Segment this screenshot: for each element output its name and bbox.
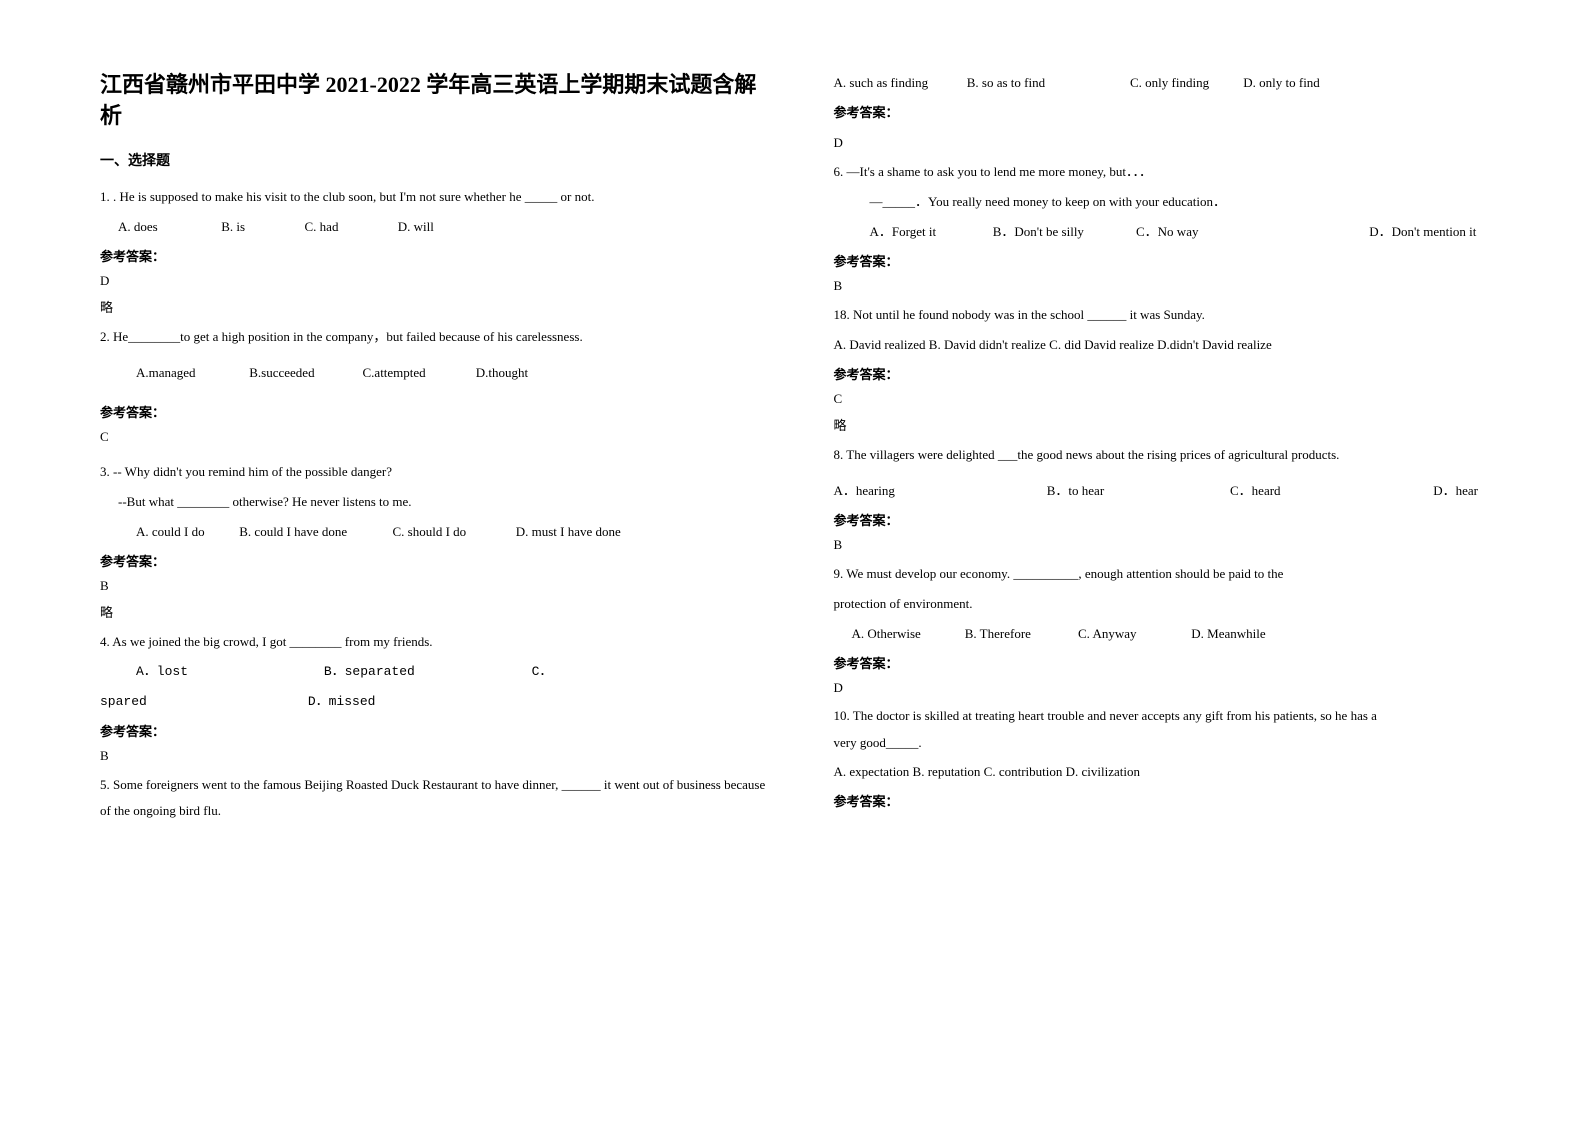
q5-answer-label: 参考答案： bbox=[834, 102, 1508, 121]
q9-opt-c: C. Anyway bbox=[1078, 621, 1188, 647]
q8-answer-label: 参考答案： bbox=[834, 510, 1508, 529]
q4-answer-label: 参考答案： bbox=[100, 721, 774, 740]
document-title: 江西省赣州市平田中学 2021-2022 学年高三英语上学期期末试题含解析 bbox=[100, 70, 774, 132]
q1-omit: 略 bbox=[100, 297, 774, 316]
q10-line1: 10. The doctor is skilled at treating he… bbox=[834, 704, 1508, 727]
q2-opt-b: B.succeeded bbox=[249, 360, 359, 386]
q4-text: 4. As we joined the big crowd, I got ___… bbox=[100, 629, 774, 655]
q10-options: A. expectation B. reputation C. contribu… bbox=[834, 759, 1508, 785]
q8-answer: B bbox=[834, 537, 1508, 553]
q3-opt-d: D. must I have done bbox=[516, 519, 621, 545]
q1-opt-d: D. will bbox=[398, 214, 434, 240]
q6-options: A．Forget it B．Don't be silly C．No way D．… bbox=[834, 219, 1508, 245]
q1-text: 1. . He is supposed to make his visit to… bbox=[100, 184, 774, 210]
q8-opt-a: A．hearing bbox=[834, 478, 1044, 504]
q1-answer: D bbox=[100, 273, 774, 289]
q1-opt-b: B. is bbox=[221, 214, 301, 240]
q3-opt-a: A. could I do bbox=[136, 519, 236, 545]
q6-opt-d: D．Don't mention it bbox=[1369, 219, 1476, 245]
q2-opt-c: C.attempted bbox=[363, 360, 473, 386]
q3-opt-c: C. should I do bbox=[393, 519, 513, 545]
q4-options-line1: A．lost B．separated C． bbox=[100, 659, 774, 685]
q2-opt-d: D.thought bbox=[476, 360, 528, 386]
right-column: A. such as finding B. so as to find C. o… bbox=[804, 70, 1508, 1082]
q18-answer: C bbox=[834, 391, 1508, 407]
q6-opt-a: A．Forget it bbox=[870, 219, 990, 245]
q1-opt-c: C. had bbox=[305, 214, 395, 240]
q3-line1: 3. -- Why didn't you remind him of the p… bbox=[100, 459, 774, 485]
q18-omit: 略 bbox=[834, 415, 1508, 434]
q4-opt-b: B．separated bbox=[324, 659, 524, 685]
q4-answer: B bbox=[100, 748, 774, 764]
q2-answer-label: 参考答案： bbox=[100, 402, 774, 421]
q8-opt-c: C．heard bbox=[1230, 478, 1430, 504]
q4-opt-a: A．lost bbox=[136, 659, 316, 685]
q9-options: A. Otherwise B. Therefore C. Anyway D. M… bbox=[834, 621, 1508, 647]
q3-options: A. could I do B. could I have done C. sh… bbox=[100, 519, 774, 545]
left-column: 江西省赣州市平田中学 2021-2022 学年高三英语上学期期末试题含解析 一、… bbox=[100, 70, 804, 1082]
q2-answer: C bbox=[100, 429, 774, 445]
section-heading: 一、选择题 bbox=[100, 150, 774, 170]
q6-answer-label: 参考答案： bbox=[834, 251, 1508, 270]
q3-omit: 略 bbox=[100, 602, 774, 621]
q3-answer: B bbox=[100, 578, 774, 594]
q2-opt-a: A.managed bbox=[136, 360, 246, 386]
q18-options: A. David realized B. David didn't realiz… bbox=[834, 332, 1508, 358]
q9-answer-label: 参考答案： bbox=[834, 653, 1508, 672]
q8-options: A．hearing B．to hear C．heard D．hear bbox=[834, 478, 1508, 504]
q9-line2: protection of environment. bbox=[834, 591, 1508, 617]
q8-opt-b: B．to hear bbox=[1047, 478, 1227, 504]
q5-opt-c: C. only finding bbox=[1130, 70, 1240, 96]
q6-opt-c: C．No way bbox=[1136, 219, 1366, 245]
q1-answer-label: 参考答案： bbox=[100, 246, 774, 265]
q9-opt-d: D. Meanwhile bbox=[1191, 621, 1265, 647]
q5-options: A. such as finding B. so as to find C. o… bbox=[834, 70, 1508, 96]
q5-opt-d: D. only to find bbox=[1243, 70, 1320, 96]
q9-line1: 9. We must develop our economy. ________… bbox=[834, 561, 1508, 587]
q4-opt-c: C． bbox=[532, 659, 553, 685]
q5-opt-b: B. so as to find bbox=[967, 70, 1127, 96]
q5-opt-a: A. such as finding bbox=[834, 70, 964, 96]
q3-line2: --But what ________ otherwise? He never … bbox=[100, 489, 774, 515]
q9-answer: D bbox=[834, 680, 1508, 696]
q1-opt-a: A. does bbox=[118, 214, 218, 240]
q6-line2: —_____．You really need money to keep on … bbox=[834, 189, 1508, 215]
q2-text: 2. He________to get a high position in t… bbox=[100, 324, 774, 350]
q5-answer: D bbox=[834, 135, 1508, 151]
q9-opt-b: B. Therefore bbox=[965, 621, 1075, 647]
q3-opt-b: B. could I have done bbox=[239, 519, 389, 545]
q10-answer-label: 参考答案： bbox=[834, 791, 1508, 810]
q4-opt-d: D．missed bbox=[308, 689, 376, 715]
q6-opt-b: B．Don't be silly bbox=[993, 219, 1133, 245]
q18-text: 18. Not until he found nobody was in the… bbox=[834, 302, 1508, 328]
q3-answer-label: 参考答案： bbox=[100, 551, 774, 570]
q6-answer: B bbox=[834, 278, 1508, 294]
q6-line1: 6. —It's a shame to ask you to lend me m… bbox=[834, 159, 1508, 185]
q4-opt-spared: spared bbox=[100, 689, 300, 715]
q10-line2: very good_____. bbox=[834, 731, 1508, 754]
q1-options: A. does B. is C. had D. will bbox=[100, 214, 774, 240]
q18-answer-label: 参考答案： bbox=[834, 364, 1508, 383]
q4-options-line2: spared D．missed bbox=[100, 689, 774, 715]
q2-options: A.managed B.succeeded C.attempted D.thou… bbox=[100, 360, 774, 386]
q8-text: 8. The villagers were delighted ___the g… bbox=[834, 442, 1508, 468]
q5-text: 5. Some foreigners went to the famous Be… bbox=[100, 772, 774, 824]
q8-opt-d: D．hear bbox=[1433, 478, 1478, 504]
q9-opt-a: A. Otherwise bbox=[852, 621, 962, 647]
